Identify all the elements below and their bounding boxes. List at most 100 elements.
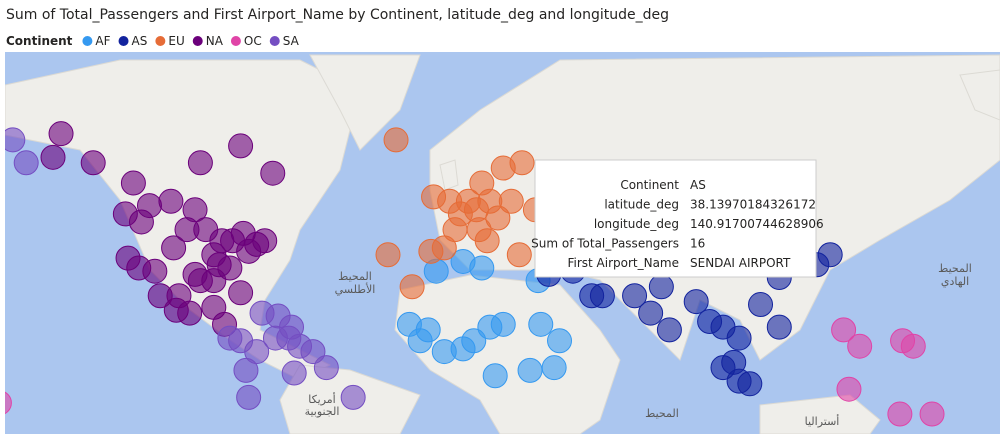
airport-bubble[interactable]	[748, 292, 774, 318]
airport-bubble[interactable]	[193, 217, 219, 243]
tooltip-value: 16	[690, 237, 705, 251]
tooltip-label: First Airport_Name	[567, 256, 679, 270]
airport-bubble[interactable]	[847, 333, 873, 359]
airport-bubble[interactable]	[469, 255, 495, 281]
airport-bubble[interactable]	[485, 205, 511, 231]
airport-bubble[interactable]	[836, 376, 862, 402]
tooltip-box	[534, 159, 817, 278]
airport-bubble[interactable]	[710, 355, 736, 381]
legend-label[interactable]: SA	[283, 34, 300, 48]
airport-bubble[interactable]	[228, 280, 254, 306]
airport-bubble[interactable]	[622, 283, 648, 309]
airport-bubble[interactable]	[547, 328, 573, 354]
airport-bubble[interactable]	[648, 274, 674, 300]
airport-bubble[interactable]	[490, 311, 516, 337]
tooltip-label: Continent	[620, 178, 679, 192]
airport-bubble[interactable]	[300, 339, 326, 365]
airport-bubble[interactable]	[517, 357, 543, 383]
airport-bubble[interactable]	[656, 317, 682, 343]
airport-bubble[interactable]	[217, 325, 243, 351]
airport-bubble[interactable]	[482, 363, 508, 389]
airport-bubble[interactable]	[442, 217, 468, 243]
airport-bubble[interactable]	[415, 317, 441, 343]
airport-bubble[interactable]	[919, 401, 945, 427]
airport-bubble[interactable]	[399, 274, 425, 300]
legend-swatch[interactable]	[192, 36, 203, 46]
airport-bubble[interactable]	[80, 150, 106, 176]
legend-swatch[interactable]	[230, 36, 241, 46]
legend-label[interactable]: OC	[244, 34, 262, 48]
airport-bubble[interactable]	[831, 317, 857, 343]
airport-bubble[interactable]	[474, 228, 500, 254]
airport-bubble[interactable]	[279, 314, 305, 340]
airport-bubble[interactable]	[236, 384, 262, 410]
airport-bubble[interactable]	[228, 133, 254, 159]
airport-bubble[interactable]	[233, 357, 259, 383]
tooltip: Continent AS latitude_deg 38.13970184326172…	[531, 159, 824, 278]
airport-bubble[interactable]	[528, 311, 554, 337]
tooltip-value: AS	[690, 178, 706, 192]
airport-bubble[interactable]	[766, 314, 792, 340]
legend: Continent AF AS EU NA OC SA	[6, 34, 300, 48]
airport-bubble[interactable]	[463, 197, 489, 223]
airport-bubble[interactable]	[509, 150, 535, 176]
airport-bubble[interactable]	[726, 325, 752, 351]
legend-label[interactable]: AF	[95, 34, 110, 48]
airport-bubble[interactable]	[206, 252, 232, 278]
airport-bubble[interactable]	[313, 355, 339, 381]
airport-bubble[interactable]	[589, 283, 615, 309]
airport-bubble[interactable]	[260, 160, 286, 186]
map-label: الجنوبية	[305, 405, 340, 418]
map-label: الهادي	[941, 275, 969, 288]
airport-bubble[interactable]	[120, 170, 146, 196]
tooltip-label: Sum of Total_Passengers	[531, 237, 679, 251]
tooltip-value: SENDAI AIRPORT	[690, 256, 791, 270]
airport-bubble[interactable]	[13, 150, 39, 176]
airport-bubble[interactable]	[340, 384, 366, 410]
airport-bubble[interactable]	[48, 121, 74, 147]
airport-bubble[interactable]	[220, 228, 246, 254]
airport-bubble[interactable]	[158, 188, 184, 214]
map-label: المحيط	[338, 270, 372, 283]
airport-bubble[interactable]	[375, 242, 401, 268]
airport-bubble[interactable]	[506, 242, 532, 268]
tooltip-value: 38.13970184326172	[690, 198, 816, 212]
airport-bubble[interactable]	[638, 300, 664, 326]
airport-bubble[interactable]	[128, 209, 154, 235]
legend-swatch[interactable]	[118, 36, 129, 46]
airport-bubble[interactable]	[469, 170, 495, 196]
legend-label[interactable]: EU	[168, 34, 184, 48]
airport-bubble[interactable]	[461, 328, 487, 354]
map-label: المحيط	[645, 407, 679, 420]
map-label: أستراليا	[805, 414, 840, 428]
airport-bubble[interactable]	[281, 360, 307, 386]
airport-bubble[interactable]	[697, 309, 723, 335]
airport-bubble[interactable]	[252, 228, 278, 254]
tooltip-value: 140.91700744628906	[690, 217, 824, 231]
airport-bubble[interactable]	[187, 150, 213, 176]
airport-bubble[interactable]	[541, 355, 567, 381]
airport-bubble[interactable]	[737, 371, 763, 397]
airport-bubble[interactable]	[887, 401, 913, 427]
airport-bubble[interactable]	[1, 127, 26, 153]
legend-label[interactable]: AS	[132, 34, 148, 48]
airport-bubble[interactable]	[166, 283, 192, 309]
airport-bubble[interactable]	[498, 188, 524, 214]
legend-swatch[interactable]	[155, 36, 166, 46]
airport-bubble[interactable]	[40, 144, 66, 170]
airport-bubble[interactable]	[683, 289, 709, 315]
airport-bubble[interactable]	[142, 258, 168, 284]
legend-swatch[interactable]	[82, 36, 93, 46]
airport-bubble[interactable]	[161, 235, 187, 261]
legend-label[interactable]: NA	[206, 34, 224, 48]
airport-bubble[interactable]	[418, 238, 444, 264]
airport-bubble[interactable]	[900, 333, 926, 359]
airport-bubble[interactable]	[383, 127, 409, 153]
airport-bubble[interactable]	[0, 391, 12, 415]
tooltip-label: longitude_deg	[594, 217, 679, 231]
legend-swatch[interactable]	[269, 36, 280, 46]
